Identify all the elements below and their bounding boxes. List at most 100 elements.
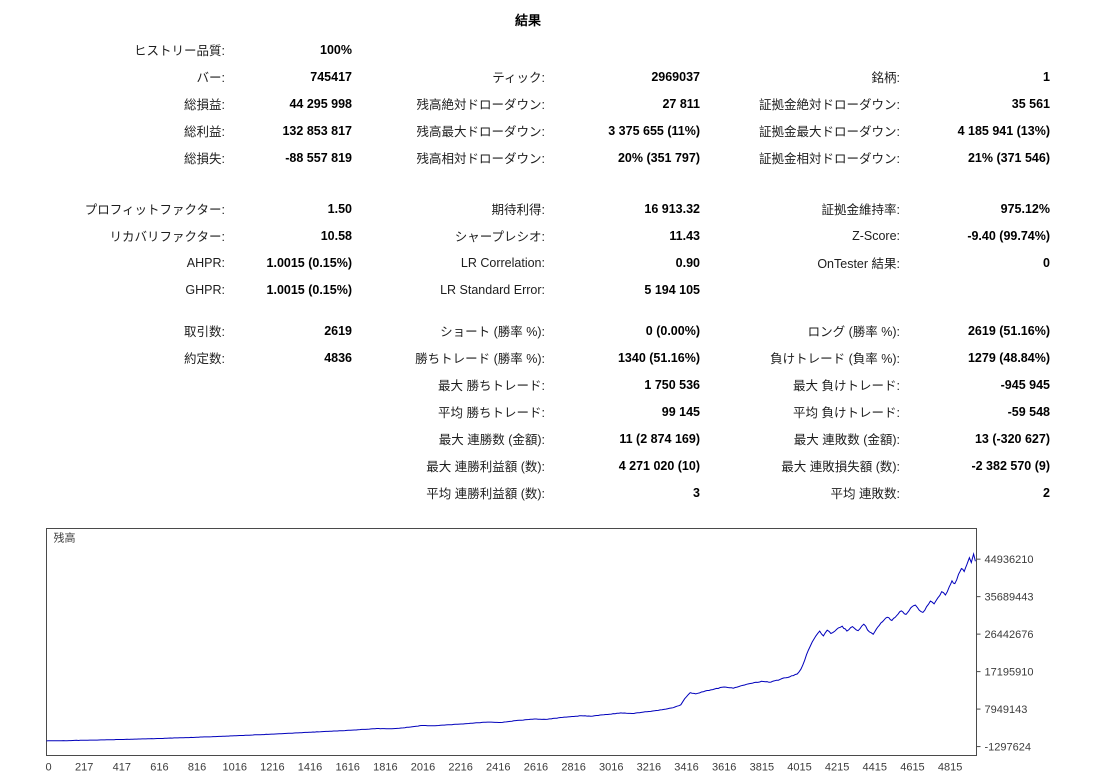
stats-row: GHPR: 1.0015 (0.15%) LR Standard Error: 5 1…	[0, 276, 1056, 303]
stat-label: LR Correlation:	[460, 255, 545, 270]
stat-value: 44 295 998	[289, 96, 352, 111]
stats-row: 総損失: -88 557 819 残高相対ドローダウン: 20% (351 797) 証…	[0, 144, 1056, 171]
stat-value: 2619 (51.16%)	[967, 323, 1050, 338]
stat-value: 13 (-320 627)	[974, 431, 1050, 446]
stat-value: 10.58	[320, 228, 352, 243]
stat-value: -88 557 819	[285, 150, 352, 165]
stat-value: 0 (0.00%)	[645, 323, 700, 338]
x-axis-label: 3416	[674, 762, 698, 774]
y-axis-label: -1297624	[985, 742, 1032, 754]
stat-label: AHPR:	[186, 255, 225, 270]
stat-label: 平均 連勝利益額 (数):	[426, 487, 545, 501]
x-axis-label: 2416	[486, 762, 510, 774]
x-axis-label: 4215	[825, 762, 849, 774]
stat-label: 期待利得:	[491, 203, 545, 217]
stat-value: 35 561	[1011, 96, 1050, 111]
stat-label: 最大 勝ちトレード:	[438, 379, 545, 393]
stat-label: LR Standard Error:	[440, 282, 545, 297]
x-axis-label: 3616	[712, 762, 736, 774]
stats-section-2: プロフィットファクター: 1.50 期待利得: 16 913.32 証拠金維持率: 975…	[0, 195, 1056, 303]
stat-value: 0	[1043, 255, 1050, 270]
stat-value: 2619	[324, 323, 352, 338]
stat-label: ショート (勝率 %):	[440, 325, 545, 339]
stats-section-1: ヒストリー品質: 100% バー: 745417 ティック: 2969037 銘柄: 1 総損益…	[0, 36, 1056, 171]
x-axis-label: 2216	[448, 762, 472, 774]
stats-row: AHPR: 1.0015 (0.15%) LR Correlation: 0.90 On…	[0, 249, 1056, 276]
stat-value: 1.50	[327, 201, 352, 216]
y-axis-label: 44936210	[985, 554, 1034, 566]
x-axis-label: 1216	[260, 762, 284, 774]
stat-label: 最大 負けトレード:	[793, 379, 900, 393]
stats-row: 平均 勝ちトレード: 99 145 平均 負けトレード: -59 548	[0, 398, 1056, 425]
stat-value: 4836	[324, 350, 352, 365]
stats-row: 約定数: 4836 勝ちトレード (勝率 %): 1340 (51.16%) 負けトレー…	[0, 344, 1056, 371]
y-axis-label: 26442676	[985, 629, 1034, 641]
x-axis-label: 417	[113, 762, 131, 774]
stat-label: 残高相対ドローダウン:	[416, 152, 545, 166]
x-axis-label: 2616	[524, 762, 548, 774]
stat-value: 4 271 020 (10)	[618, 458, 700, 473]
stats-row: 総利益: 132 853 817 残高最大ドローダウン: 3 375 655 (11%…	[0, 117, 1056, 144]
y-axis-label: 7949143	[985, 704, 1028, 716]
stat-value: 4 185 941 (13%)	[957, 123, 1050, 138]
stat-label: 証拠金絶対ドローダウン:	[759, 98, 900, 112]
stat-value: 745417	[310, 69, 352, 84]
stat-value: -945 945	[1000, 377, 1050, 392]
stat-value: 5 194 105	[644, 282, 700, 297]
stat-value: 11.43	[669, 228, 700, 243]
stat-value: 27 811	[662, 96, 700, 111]
stat-label: シャープレシオ:	[454, 230, 545, 244]
y-axis-label: 17195910	[985, 667, 1034, 679]
stat-value: 132 853 817	[282, 123, 352, 138]
stat-label: プロフィットファクター:	[84, 203, 225, 217]
stat-label: 平均 連敗数:	[830, 487, 900, 501]
stats-row: バー: 745417 ティック: 2969037 銘柄: 1	[0, 63, 1056, 90]
stat-label: 証拠金維持率:	[821, 203, 900, 217]
stat-label: バー:	[196, 71, 225, 85]
stats-row: 取引数: 2619 ショート (勝率 %): 0 (0.00%) ロング (勝率 %):…	[0, 317, 1056, 344]
y-axis-label: 35689443	[985, 592, 1034, 604]
stat-label: 勝ちトレード (勝率 %):	[415, 352, 545, 366]
stat-label: 最大 連勝数 (金額):	[438, 433, 545, 447]
equity-curve-path	[46, 552, 976, 742]
stats-row: ヒストリー品質: 100%	[0, 36, 1056, 63]
stat-label: リカバリファクター:	[109, 230, 225, 244]
x-axis-label: 217	[75, 762, 93, 774]
stat-value: 975.12%	[1000, 201, 1050, 216]
stat-label: 総利益:	[184, 125, 225, 139]
stats-row: 最大 連勝利益額 (数): 4 271 020 (10) 最大 連敗損失額 (数):…	[0, 452, 1056, 479]
stat-value: -2 382 570 (9)	[971, 458, 1050, 473]
equity-curve-svg[interactable]: 44936210 35689443 26442676 17195910 7949143 -…	[45, 524, 1055, 778]
stat-value: 16 913.32	[644, 201, 700, 216]
stat-label: 最大 連敗数 (金額):	[793, 433, 900, 447]
x-axis-label: 4415	[863, 762, 887, 774]
stats-section-3: 取引数: 2619 ショート (勝率 %): 0 (0.00%) ロング (勝率 %):…	[0, 317, 1056, 506]
stats-row: 最大 勝ちトレード: 1 750 536 最大 負けトレード: -945 945	[0, 371, 1056, 398]
stat-label: 残高絶対ドローダウン:	[416, 98, 545, 112]
stat-value: -9.40 (99.74%)	[967, 228, 1050, 243]
stat-value: 99 145	[661, 404, 700, 419]
stat-label: GHPR:	[185, 282, 225, 297]
stat-value: 0.90	[675, 255, 700, 270]
x-axis-label: 4015	[787, 762, 811, 774]
x-axis-label: 3815	[750, 762, 774, 774]
stat-value: 21% (371 546)	[967, 150, 1050, 165]
x-axis-label: 616	[150, 762, 168, 774]
stat-label: 証拠金相対ドローダウン:	[759, 152, 900, 166]
stats-row: プロフィットファクター: 1.50 期待利得: 16 913.32 証拠金維持率: 975…	[0, 195, 1056, 222]
stat-value: 1.0015 (0.15%)	[266, 282, 352, 297]
stats-row: 総損益: 44 295 998 残高絶対ドローダウン: 27 811 証拠金絶対ドローダ…	[0, 90, 1056, 117]
stat-value: 3 375 655 (11%)	[608, 123, 700, 138]
balance-chart[interactable]: 44936210 35689443 26442676 17195910 7949143 -…	[45, 524, 1055, 778]
stat-label: 負けトレード (負率 %):	[770, 352, 900, 366]
x-axis-label: 3216	[637, 762, 661, 774]
x-axis-label: 1016	[223, 762, 247, 774]
x-axis-label: 4615	[900, 762, 924, 774]
stat-label: 取引数:	[184, 325, 225, 339]
stat-label: 証拠金最大ドローダウン:	[759, 125, 900, 139]
stat-value: 100%	[320, 42, 352, 57]
page-title: 結果	[514, 13, 541, 28]
stat-value: 1 750 536	[644, 377, 700, 392]
x-axis-label: 4815	[938, 762, 962, 774]
